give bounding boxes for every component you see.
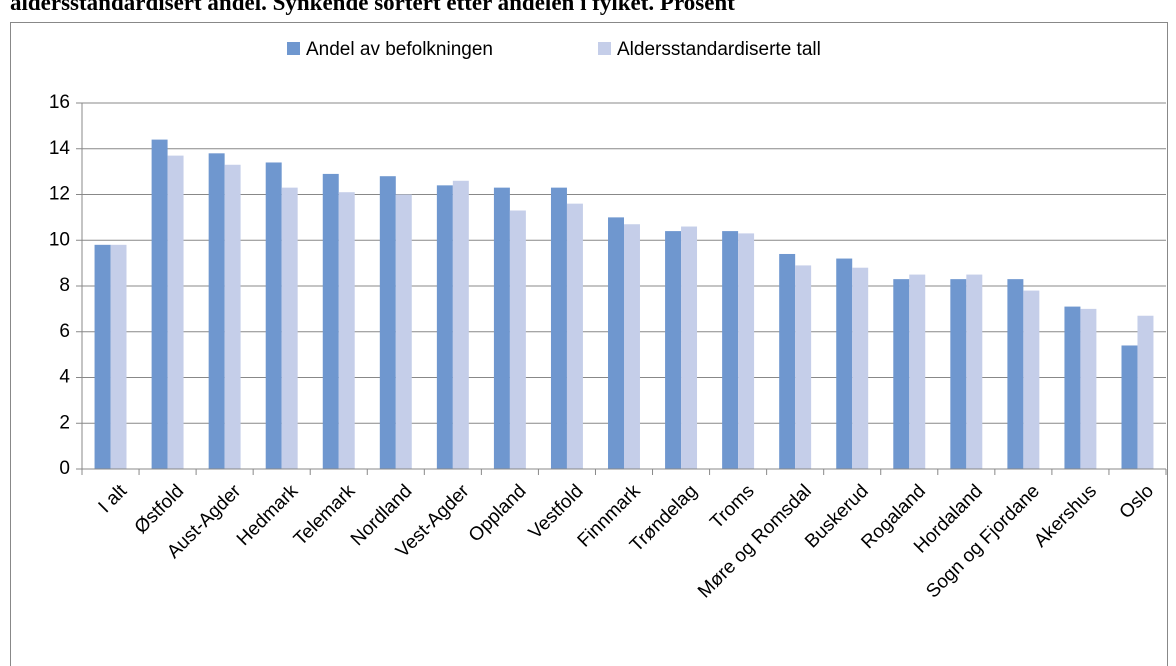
bar	[94, 244, 111, 469]
bar	[1023, 290, 1040, 469]
bar	[681, 226, 698, 469]
legend-label: Aldersstandardiserte tall	[617, 39, 821, 60]
y-tick-label: 2	[59, 412, 70, 433]
x-tick-label: Oppland	[465, 481, 531, 547]
bar	[608, 217, 624, 469]
bar	[1121, 345, 1138, 469]
bar	[893, 279, 910, 469]
bar	[722, 231, 739, 469]
bar	[795, 265, 812, 469]
y-tick-label: 12	[49, 184, 70, 205]
chart-title: aldersstandardisert andel. Synkende sort…	[10, 0, 735, 15]
bar	[779, 253, 796, 469]
legend-swatch	[598, 42, 611, 55]
bar	[281, 187, 298, 469]
y-tick-label: 14	[49, 138, 71, 159]
bar	[1137, 315, 1154, 469]
bar	[550, 187, 567, 469]
bar	[909, 274, 926, 469]
bar	[950, 279, 967, 469]
y-tick-label: 8	[59, 275, 70, 296]
bar	[208, 153, 225, 469]
x-tick-label: Troms	[706, 481, 758, 533]
legend-swatch	[287, 42, 300, 55]
bar	[452, 180, 469, 469]
bar	[836, 258, 853, 469]
bar	[1064, 306, 1081, 469]
x-tick-label: I alt	[95, 480, 132, 517]
legend-label: Andel av befolkningen	[306, 39, 493, 60]
x-tick-label: Østfold	[131, 481, 188, 538]
bar	[624, 224, 640, 469]
bar	[151, 139, 168, 469]
bar	[966, 274, 983, 469]
x-tick-label: Oslo	[1116, 481, 1158, 523]
bar	[224, 164, 241, 469]
y-tick-label: 0	[59, 458, 70, 479]
y-tick-label: 4	[59, 367, 70, 388]
bar	[665, 231, 682, 469]
bar	[265, 162, 282, 469]
bar	[436, 185, 453, 469]
y-tick-label: 16	[49, 92, 70, 113]
bar	[379, 176, 396, 469]
bar	[322, 173, 339, 469]
y-tick-label: 6	[59, 321, 70, 342]
bar	[338, 192, 355, 469]
bar	[1007, 279, 1024, 469]
bar	[509, 210, 526, 469]
x-tick-label: Akershus	[1030, 481, 1101, 552]
x-tick-label: Telemark	[290, 480, 360, 550]
bar	[852, 267, 869, 469]
bar	[110, 244, 127, 469]
bar	[1080, 308, 1097, 469]
bar	[395, 194, 412, 469]
bar	[493, 187, 510, 469]
bar	[167, 155, 184, 470]
x-tick-label: Hedmark	[233, 480, 303, 550]
chart-frame	[10, 22, 1168, 666]
legend: Andel av befolkningen Aldersstandardiser…	[287, 39, 821, 60]
y-tick-label: 10	[49, 229, 70, 250]
bar	[738, 233, 755, 469]
bar	[566, 203, 583, 469]
